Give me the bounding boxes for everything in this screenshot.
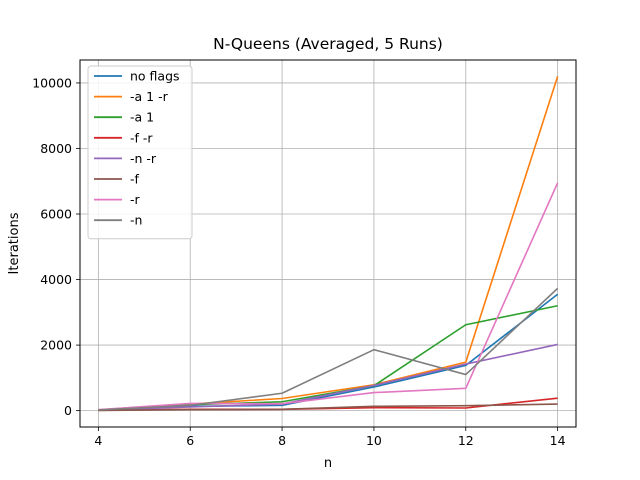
series-lines	[98, 76, 559, 412]
y-axis-label: Iterations	[7, 212, 22, 274]
x-tick-label: 6	[186, 433, 194, 448]
x-tick-label: 14	[550, 433, 566, 448]
legend: no flags -a 1 -r -a 1 -f -r -n -r -f -r -n	[87, 65, 193, 240]
x-tick-label: 12	[458, 433, 474, 448]
chart-title: N-Queens (Averaged, 5 Runs)	[213, 35, 443, 53]
x-axis: 4 6 8 10 12 14	[94, 427, 566, 448]
series-line-6	[98, 182, 559, 411]
grid	[80, 60, 576, 427]
plot-frame	[79, 59, 577, 428]
x-tick-label: 10	[366, 433, 382, 448]
legend-label: -n	[130, 213, 142, 228]
legend-box	[87, 65, 193, 240]
series-line-5	[98, 403, 558, 412]
y-tick-label: 2000	[40, 338, 72, 353]
x-tick-label: 4	[94, 433, 102, 448]
x-axis-label: n	[324, 456, 332, 471]
legend-label: -n -r	[130, 151, 157, 166]
y-axis: 0 2000 4000 6000 8000 10000	[32, 75, 80, 418]
legend-label: -a 1	[130, 110, 154, 125]
y-tick-label: 0	[64, 403, 72, 418]
legend-label: -f	[130, 172, 140, 187]
y-tick-label: 6000	[40, 207, 72, 222]
y-tick-label: 8000	[40, 141, 72, 156]
series-line-7	[98, 287, 559, 411]
legend-label: -r	[130, 192, 141, 207]
y-tick-label: 10000	[32, 75, 72, 90]
y-tick-label: 4000	[40, 272, 72, 287]
x-tick-label: 8	[278, 433, 286, 448]
legend-label: no flags	[130, 69, 180, 84]
legend-label: -f -r	[130, 130, 153, 145]
legend-label: -a 1 -r	[130, 89, 169, 104]
